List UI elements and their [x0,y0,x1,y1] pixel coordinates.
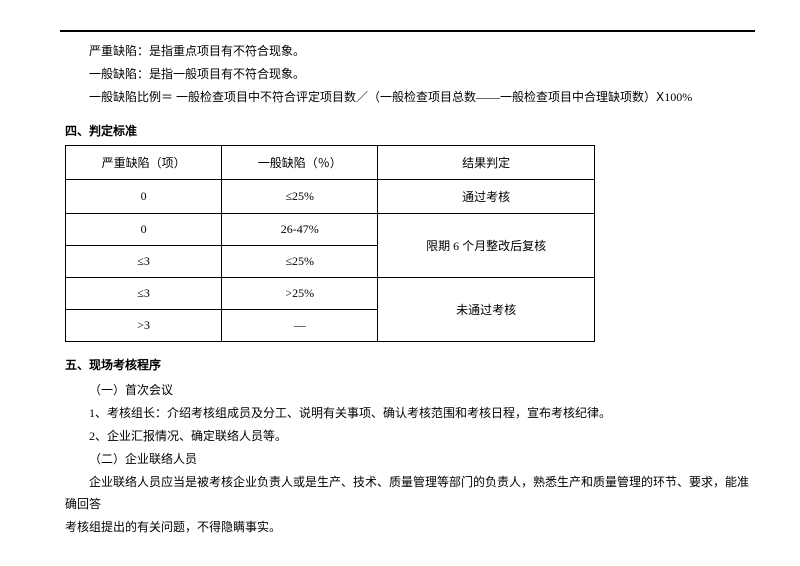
cell-serious: 0 [66,214,222,246]
item2-line1: 企业联络人员应当是被考核企业负责人或是生产、技术、质量管理等部门的负责人，熟悉生… [65,471,750,517]
cell-general: ≤25% [222,180,378,214]
item1-line2: 2、企业汇报情况、确定联络人员等。 [65,425,750,448]
cell-general: ≤25% [222,246,378,278]
header-serious: 严重缺陷（项） [66,146,222,180]
cell-serious: ≤3 [66,278,222,310]
cell-serious: 0 [66,180,222,214]
cell-serious: >3 [66,310,222,342]
item1-title: （一）首次会议 [65,379,750,402]
cell-general: 26-47% [222,214,378,246]
ratio-formula: 一般缺陷比例＝ 一般检查项目中不符合评定项目数／（一般检查项目总数——一般检查项… [65,86,750,109]
header-general: 一般缺陷（％） [222,146,378,180]
criteria-table: 严重缺陷（项） 一般缺陷（％） 结果判定 0 ≤25% 通过考核 0 26-47… [65,145,595,342]
table-row: 0 26-47% 限期 6 个月整改后复核 [66,214,595,246]
general-defect-definition: 一般缺陷：是指一般项目有不符合现象。 [65,63,750,86]
item2-title: （二）企业联络人员 [65,448,750,471]
item1-line1: 1、考核组长：介绍考核组成员及分工、说明有关事项、确认考核范围和考核日程，宣布考… [65,402,750,425]
cell-serious: ≤3 [66,246,222,278]
item2-line2: 考核组提出的有关问题，不得隐瞒事实。 [65,516,750,539]
serious-defect-definition: 严重缺陷：是指重点项目有不符合现象。 [65,40,750,63]
cell-result: 通过考核 [378,180,595,214]
cell-general: — [222,310,378,342]
section4-title: 四、判定标准 [65,122,750,139]
cell-result: 限期 6 个月整改后复核 [378,214,595,278]
cell-result: 未通过考核 [378,278,595,342]
table-header-row: 严重缺陷（项） 一般缺陷（％） 结果判定 [66,146,595,180]
cell-general: >25% [222,278,378,310]
section5-title: 五、现场考核程序 [65,356,750,373]
header-result: 结果判定 [378,146,595,180]
table-row: 0 ≤25% 通过考核 [66,180,595,214]
table-row: ≤3 >25% 未通过考核 [66,278,595,310]
